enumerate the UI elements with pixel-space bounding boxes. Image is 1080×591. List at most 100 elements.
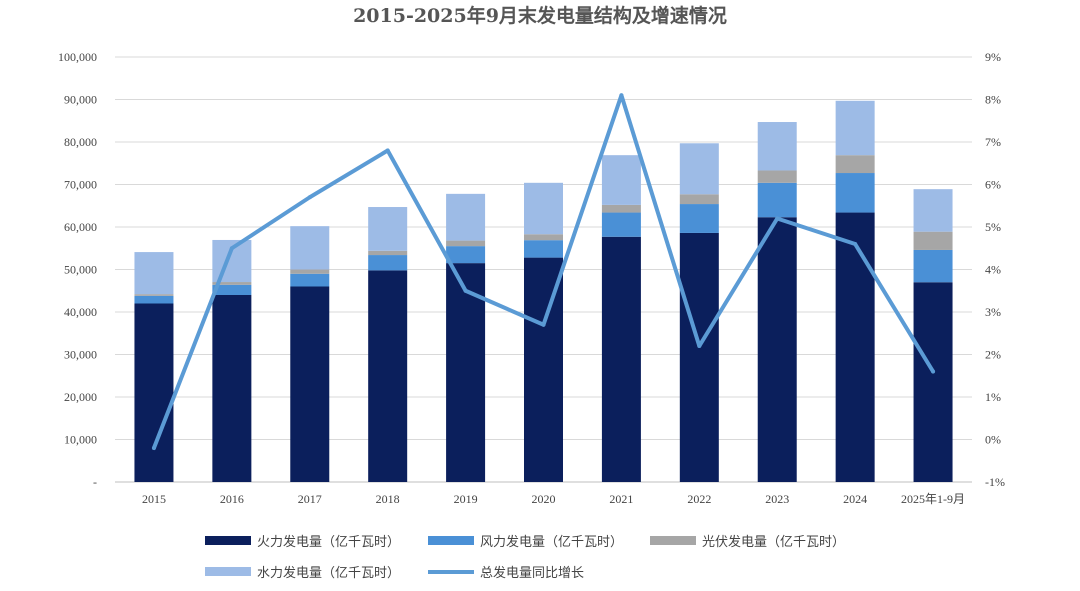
- bar-segment: [835, 155, 875, 174]
- bar-segment: [524, 257, 563, 482]
- right-tick-label: 1%: [985, 390, 1001, 404]
- bar-segment: [601, 155, 641, 205]
- bar-segment: [524, 234, 563, 241]
- bar-segment: [757, 217, 797, 482]
- growth-point: [931, 369, 936, 374]
- legend-label: 光伏发电量（亿千瓦时）: [702, 534, 845, 550]
- left-tick-label: -: [93, 475, 97, 489]
- bars: [134, 100, 953, 483]
- legend-swatch: [650, 536, 696, 545]
- right-tick-label: 9%: [985, 50, 1001, 64]
- bar-segment: [601, 204, 641, 213]
- x-tick-label: 2017: [298, 492, 322, 506]
- x-tick-label: 2025年1-9月: [901, 492, 965, 506]
- bar-segment: [290, 273, 330, 287]
- bar-segment: [679, 194, 719, 205]
- left-tick-label: 20,000: [64, 390, 97, 404]
- x-tick-label: 2022: [687, 492, 711, 506]
- bar-segment: [913, 249, 953, 283]
- bar-segment: [368, 255, 408, 271]
- bar-segment: [446, 246, 486, 264]
- bar-segment: [290, 269, 330, 274]
- growth-point: [463, 288, 468, 293]
- x-tick-label: 2015: [142, 492, 166, 506]
- right-tick-label: 4%: [985, 263, 1001, 277]
- bar-segment: [757, 170, 797, 183]
- legend-swatch: [205, 536, 251, 545]
- left-tick-label: 100,000: [58, 50, 97, 64]
- right-tick-label: 0%: [985, 433, 1001, 447]
- bar-segment: [134, 303, 174, 482]
- x-tick-label: 2019: [454, 492, 478, 506]
- x-tick-label: 2016: [220, 492, 244, 506]
- x-tick-label: 2020: [532, 492, 556, 506]
- bar-segment: [446, 240, 486, 247]
- bar-segment: [601, 212, 641, 237]
- right-tick-label: 8%: [985, 93, 1001, 107]
- bar-segment: [679, 232, 719, 482]
- legend-label: 总发电量同比增长: [480, 565, 584, 581]
- x-axis: 2015 2016 2017 2018 2019 2020 2021 2022 2023 2024…: [142, 492, 965, 506]
- growth-line: [151, 93, 936, 450]
- bar-segment: [835, 212, 875, 483]
- x-tick-label: 2024: [843, 492, 867, 506]
- legend-label: 水力发电量（亿千瓦时）: [257, 565, 400, 581]
- bar-segment: [913, 231, 953, 250]
- left-tick-label: 60,000: [64, 220, 97, 234]
- bar-segment: [212, 282, 252, 285]
- growth-point: [151, 446, 156, 450]
- chart-title: 2015-2025年9月末发电量结构及增速情况: [353, 4, 727, 27]
- growth-point: [853, 242, 858, 246]
- bar-segment: [134, 295, 174, 304]
- bar-segment: [524, 240, 563, 258]
- bar-segment: [835, 173, 875, 213]
- bar-segment: [212, 284, 252, 295]
- bar-segment: [913, 282, 953, 482]
- growth-point: [541, 322, 546, 327]
- growth-point: [775, 216, 780, 221]
- growth-point: [697, 344, 702, 348]
- legend-swatch: [205, 567, 251, 576]
- bar-segment: [134, 252, 174, 295]
- left-tick-label: 10,000: [64, 433, 97, 447]
- bar-segment: [524, 182, 563, 235]
- right-tick-label: 2%: [985, 348, 1001, 362]
- right-tick-label: 5%: [985, 220, 1001, 234]
- bar-segment: [757, 182, 797, 218]
- right-axis: -1% 0% 1% 2% 3% 4% 5% 6% 7% 8% 9%: [985, 50, 1005, 489]
- right-tick-label: -1%: [985, 475, 1005, 489]
- left-axis: - 10,000 20,000 30,000 40,000 50,000 60,000 70,…: [58, 50, 97, 489]
- bar-segment: [679, 143, 719, 195]
- growth-point: [619, 93, 624, 98]
- bar-segment: [601, 236, 641, 482]
- bar-segment: [913, 189, 953, 232]
- x-tick-label: 2021: [609, 492, 633, 506]
- x-tick-label: 2023: [765, 492, 789, 506]
- growth-point: [229, 246, 234, 251]
- x-tick-label: 2018: [376, 492, 400, 506]
- bar-segment: [290, 286, 330, 482]
- legend-swatch: [428, 536, 474, 545]
- bar-segment: [368, 270, 408, 482]
- growth-point: [307, 195, 312, 200]
- growth-point: [385, 148, 390, 153]
- bar-segment: [679, 204, 719, 233]
- bar-segment: [212, 295, 252, 482]
- left-tick-label: 30,000: [64, 348, 97, 362]
- bar-segment: [368, 250, 408, 256]
- left-tick-label: 80,000: [64, 135, 97, 149]
- bar-segment: [134, 294, 174, 296]
- left-tick-label: 70,000: [64, 178, 97, 192]
- bar-segment: [757, 122, 797, 171]
- right-tick-label: 6%: [985, 178, 1001, 192]
- bar-segment: [290, 226, 330, 270]
- legend-label: 风力发电量（亿千瓦时）: [480, 534, 623, 550]
- bar-segment: [368, 207, 408, 251]
- legend: 火力发电量（亿千瓦时） 风力发电量（亿千瓦时） 光伏发电量（亿千瓦时） 水力发电量（亿…: [205, 534, 845, 581]
- left-tick-label: 40,000: [64, 305, 97, 319]
- bar-segment: [446, 193, 486, 241]
- right-tick-label: 3%: [985, 305, 1001, 319]
- left-tick-label: 50,000: [64, 263, 97, 277]
- bar-segment: [446, 263, 486, 482]
- legend-label: 火力发电量（亿千瓦时）: [257, 534, 400, 550]
